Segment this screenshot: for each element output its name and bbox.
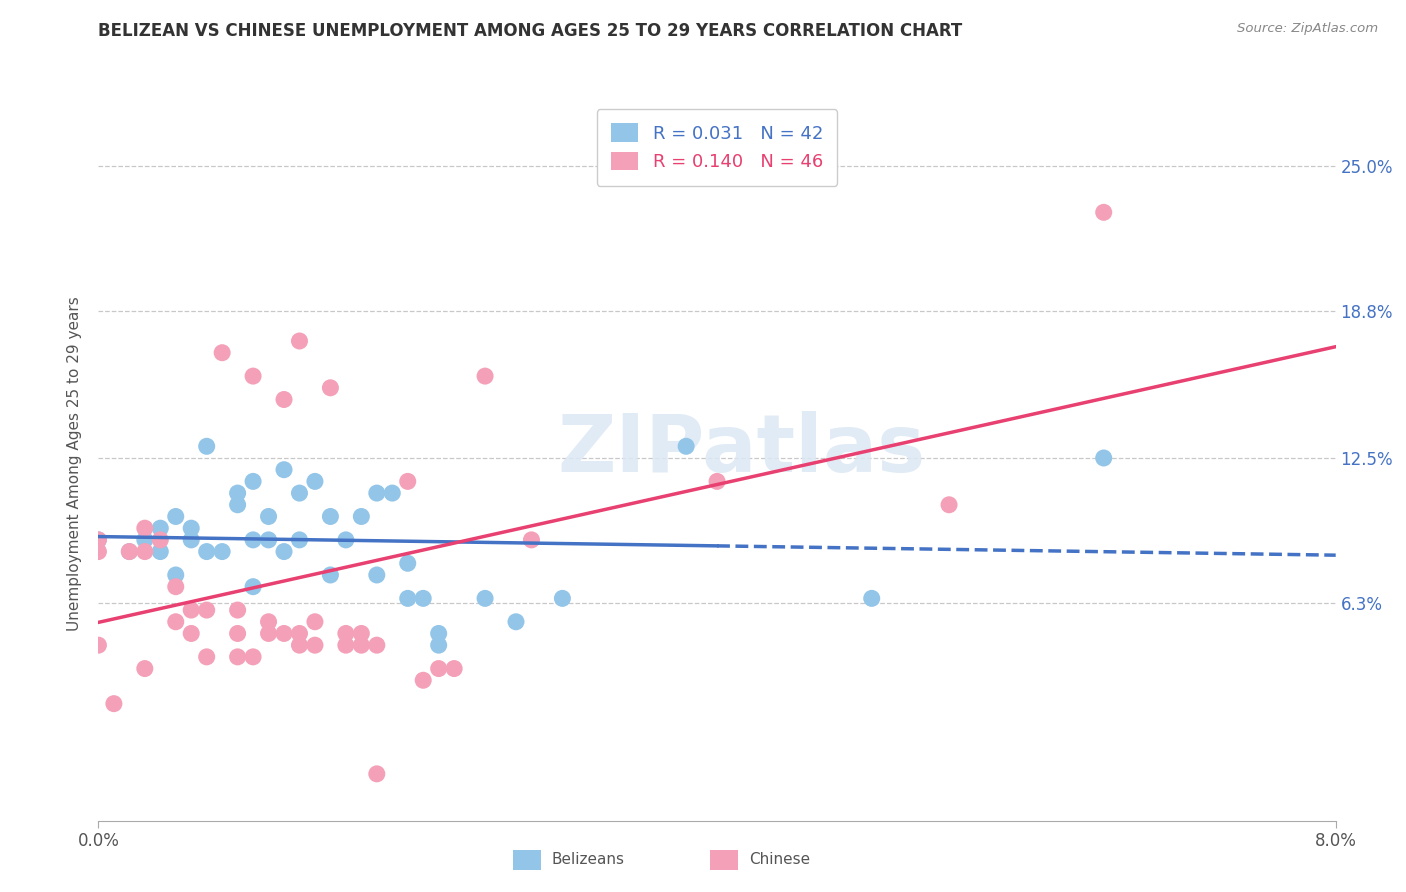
Point [134,521,156,535]
Text: Source: ZipAtlas.com: Source: ZipAtlas.com [1237,22,1378,36]
Point [412,673,434,688]
Point [675,439,697,453]
Point [304,615,326,629]
Point [350,626,373,640]
Point [226,603,249,617]
Point [134,533,156,547]
Point [195,544,218,558]
Point [257,509,280,524]
Point [304,638,326,652]
Point [304,475,326,489]
Point [211,345,233,359]
Point [474,591,496,606]
Point [149,533,172,547]
Point [366,767,388,781]
Point [288,486,311,500]
Point [335,533,357,547]
Point [938,498,960,512]
Text: Belizeans: Belizeans [551,853,624,867]
Point [396,591,419,606]
Point [1092,205,1115,219]
Point [149,521,172,535]
Point [319,381,342,395]
Point [350,638,373,652]
Point [118,544,141,558]
Point [288,638,311,652]
Point [335,626,357,640]
Point [505,615,527,629]
Point [180,603,202,617]
Point [242,533,264,547]
Point [165,568,187,582]
Point [319,568,342,582]
Point [860,591,883,606]
Point [242,369,264,384]
Point [226,626,249,640]
Point [335,638,357,652]
Point [226,486,249,500]
Point [427,662,450,676]
Y-axis label: Unemployment Among Ages 25 to 29 years: Unemployment Among Ages 25 to 29 years [67,296,83,632]
Point [1092,450,1115,465]
Point [165,580,187,594]
Point [319,509,342,524]
Point [273,463,295,477]
Point [396,475,419,489]
Point [381,486,404,500]
Point [366,638,388,652]
Point [195,603,218,617]
Point [118,544,141,558]
Point [195,649,218,664]
Point [551,591,574,606]
Point [396,556,419,570]
Point [412,591,434,606]
Point [443,662,465,676]
Point [288,533,311,547]
Point [180,533,202,547]
Point [87,544,110,558]
Point [226,498,249,512]
Point [257,626,280,640]
Point [520,533,543,547]
Point [149,544,172,558]
Point [273,392,295,407]
Point [242,649,264,664]
Point [242,580,264,594]
Point [273,544,295,558]
Point [87,533,110,547]
Point [103,697,125,711]
Point [134,662,156,676]
Point [87,638,110,652]
Point [427,626,450,640]
Point [706,475,728,489]
Point [226,649,249,664]
Point [366,568,388,582]
Point [180,521,202,535]
Text: Chinese: Chinese [749,853,810,867]
Point [211,544,233,558]
Point [87,533,110,547]
Point [474,369,496,384]
Point [273,626,295,640]
Point [134,544,156,558]
Point [165,509,187,524]
Point [366,486,388,500]
Point [427,638,450,652]
Text: ZIPatlas: ZIPatlas [558,410,927,489]
Point [257,533,280,547]
Point [257,615,280,629]
Text: BELIZEAN VS CHINESE UNEMPLOYMENT AMONG AGES 25 TO 29 YEARS CORRELATION CHART: BELIZEAN VS CHINESE UNEMPLOYMENT AMONG A… [98,22,963,40]
Point [288,626,311,640]
Point [165,615,187,629]
Point [180,626,202,640]
Point [242,475,264,489]
Point [288,334,311,348]
Point [195,439,218,453]
Point [350,509,373,524]
Legend: R = 0.031   N = 42, R = 0.140   N = 46: R = 0.031 N = 42, R = 0.140 N = 46 [596,109,838,186]
